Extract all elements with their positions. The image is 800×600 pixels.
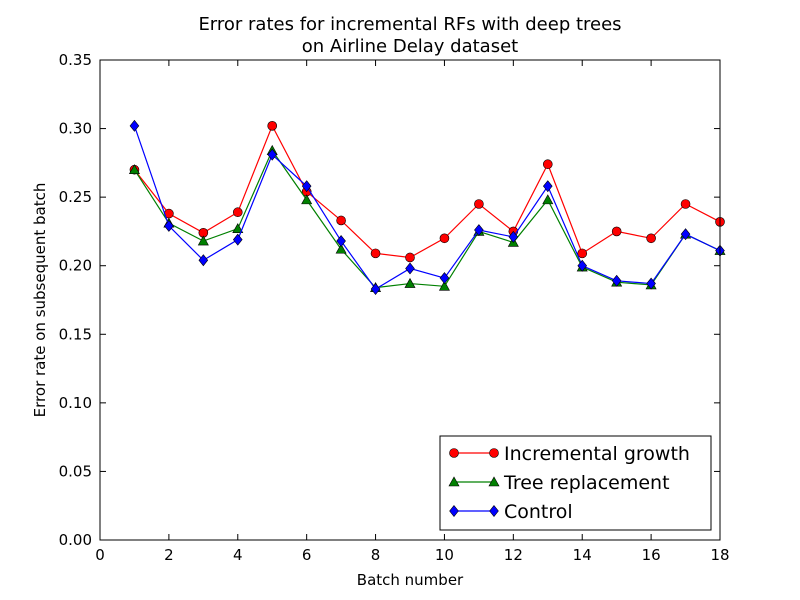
data-point — [439, 272, 450, 285]
data-point — [405, 262, 415, 275]
data-point — [301, 194, 313, 205]
x-axis: 0 2 4 6 8 10 12 14 16 18 — [95, 60, 730, 564]
data-point — [508, 230, 519, 243]
data-point — [474, 224, 484, 237]
x-tick-label: 8 — [371, 546, 381, 564]
y-axis: 0.00 0.05 0.10 0.15 0.20 0.25 0.30 0.35 — [59, 51, 720, 549]
data-point — [611, 274, 622, 287]
y-tick-label: 0.35 — [59, 51, 92, 69]
x-tick-label: 16 — [642, 546, 661, 564]
data-point — [680, 199, 691, 209]
data-point — [474, 199, 484, 209]
legend-label: Tree replacement — [503, 472, 670, 494]
series-line — [133, 149, 721, 289]
data-point — [336, 215, 346, 226]
legend-item: Control — [449, 501, 573, 523]
legend-item: Incremental growth — [449, 443, 690, 465]
data-point — [301, 180, 312, 193]
y-tick-label: 0.25 — [59, 188, 92, 206]
plot-frame — [99, 59, 721, 541]
legend-marker — [449, 448, 459, 458]
x-tick-label: 0 — [95, 546, 105, 564]
y-tick-label: 0.00 — [59, 531, 92, 549]
chart-title-line-1: Error rates for incremental RFs with dee… — [198, 14, 621, 35]
legend-marker — [488, 476, 500, 487]
data-point — [197, 235, 209, 246]
series-diamond — [129, 119, 725, 296]
x-tick-label: 14 — [573, 546, 592, 564]
data-point — [680, 228, 691, 241]
data-point — [164, 219, 174, 232]
legend-item: Tree replacement — [448, 472, 670, 494]
data-point — [646, 277, 656, 290]
data-point — [542, 159, 553, 170]
legend-marker — [449, 505, 459, 517]
series-line — [133, 124, 721, 259]
data-point — [542, 180, 553, 193]
data-point — [370, 283, 381, 296]
data-point — [405, 252, 415, 263]
data-point — [336, 235, 346, 248]
data-point — [232, 223, 244, 233]
data-point — [267, 121, 278, 131]
data-point — [404, 277, 416, 288]
x-tick-label: 10 — [435, 546, 454, 564]
data-point — [232, 233, 243, 246]
data-point — [128, 164, 140, 175]
legend-marker — [448, 476, 460, 487]
legend: Incremental growth Tree replacement Contro… — [439, 435, 712, 531]
y-tick-label: 0.05 — [59, 462, 92, 480]
y-tick-label: 0.10 — [59, 394, 92, 412]
data-point — [438, 280, 450, 291]
plot-area — [128, 119, 726, 296]
y-tick-label: 0.15 — [59, 325, 92, 343]
data-point — [129, 119, 140, 132]
legend-box — [439, 435, 712, 531]
data-point — [577, 259, 588, 272]
x-tick-label: 6 — [302, 546, 312, 564]
data-point — [335, 243, 347, 254]
data-point — [611, 226, 622, 237]
series-line — [133, 125, 721, 290]
legend-label: Incremental growth — [504, 443, 690, 465]
x-tick-label: 4 — [233, 546, 243, 564]
y-tick-label: 0.30 — [59, 120, 92, 138]
legend-marker — [489, 448, 499, 458]
data-point — [439, 233, 450, 244]
data-point — [370, 248, 381, 259]
data-point — [646, 233, 656, 244]
series-circle — [129, 121, 725, 263]
data-point — [542, 194, 554, 205]
x-axis-label: Batch number — [357, 571, 464, 589]
legend-label: Control — [504, 501, 573, 523]
chart-title-line-2: on Airline Delay dataset — [302, 36, 518, 57]
data-point — [232, 207, 243, 218]
series-triangle — [128, 144, 726, 292]
data-point — [577, 248, 588, 259]
data-point — [198, 254, 209, 267]
x-tick-label: 2 — [164, 546, 174, 564]
x-tick-label: 12 — [504, 546, 523, 564]
y-axis-label: Error rate on subsequent batch — [31, 183, 49, 418]
x-tick-label: 18 — [710, 546, 729, 564]
y-tick-label: 0.20 — [59, 257, 92, 275]
legend-marker — [489, 505, 499, 517]
data-point — [267, 148, 278, 161]
